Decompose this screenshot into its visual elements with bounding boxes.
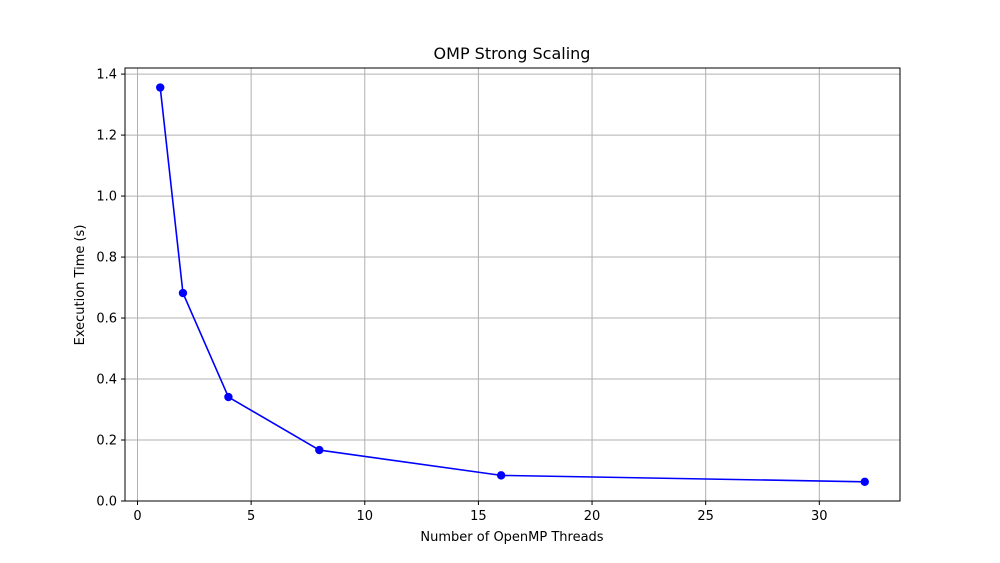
data-point (224, 392, 233, 402)
x-tick-label: 20 (584, 509, 601, 524)
y-tick-label: 1.0 (96, 190, 117, 205)
x-axis-label: Number of OpenMP Threads (420, 530, 603, 545)
y-tick-label: 0.6 (96, 312, 117, 327)
data-series (156, 83, 869, 486)
x-axis-ticks: 0 5 10 15 20 25 30 (133, 501, 828, 524)
data-point (178, 288, 188, 298)
x-tick-label: 30 (811, 509, 828, 524)
series-line (159, 87, 865, 483)
data-point (860, 477, 869, 486)
y-axis-ticks: 0.0 0.2 0.4 0.6 0.8 1.0 1.2 1.4 (96, 68, 125, 510)
chart-title: OMP Strong Scaling (434, 44, 591, 63)
y-tick-label: 1.2 (96, 129, 117, 144)
y-tick-label: 1.4 (96, 68, 117, 83)
x-tick-label: 5 (247, 509, 255, 524)
x-tick-label: 0 (133, 509, 141, 524)
data-point (156, 83, 165, 92)
data-point (496, 471, 506, 480)
y-tick-label: 0.2 (96, 434, 117, 449)
plot-frame (124, 67, 901, 502)
y-tick-label: 0.4 (96, 373, 117, 388)
y-axis-label: Execution Time (s) (73, 225, 88, 346)
x-tick-label: 25 (697, 509, 714, 524)
x-tick-label: 15 (470, 509, 487, 524)
y-tick-label: 0.0 (96, 495, 117, 510)
x-tick-label: 10 (356, 509, 373, 524)
data-point (315, 445, 324, 455)
y-tick-label: 0.8 (96, 251, 117, 266)
